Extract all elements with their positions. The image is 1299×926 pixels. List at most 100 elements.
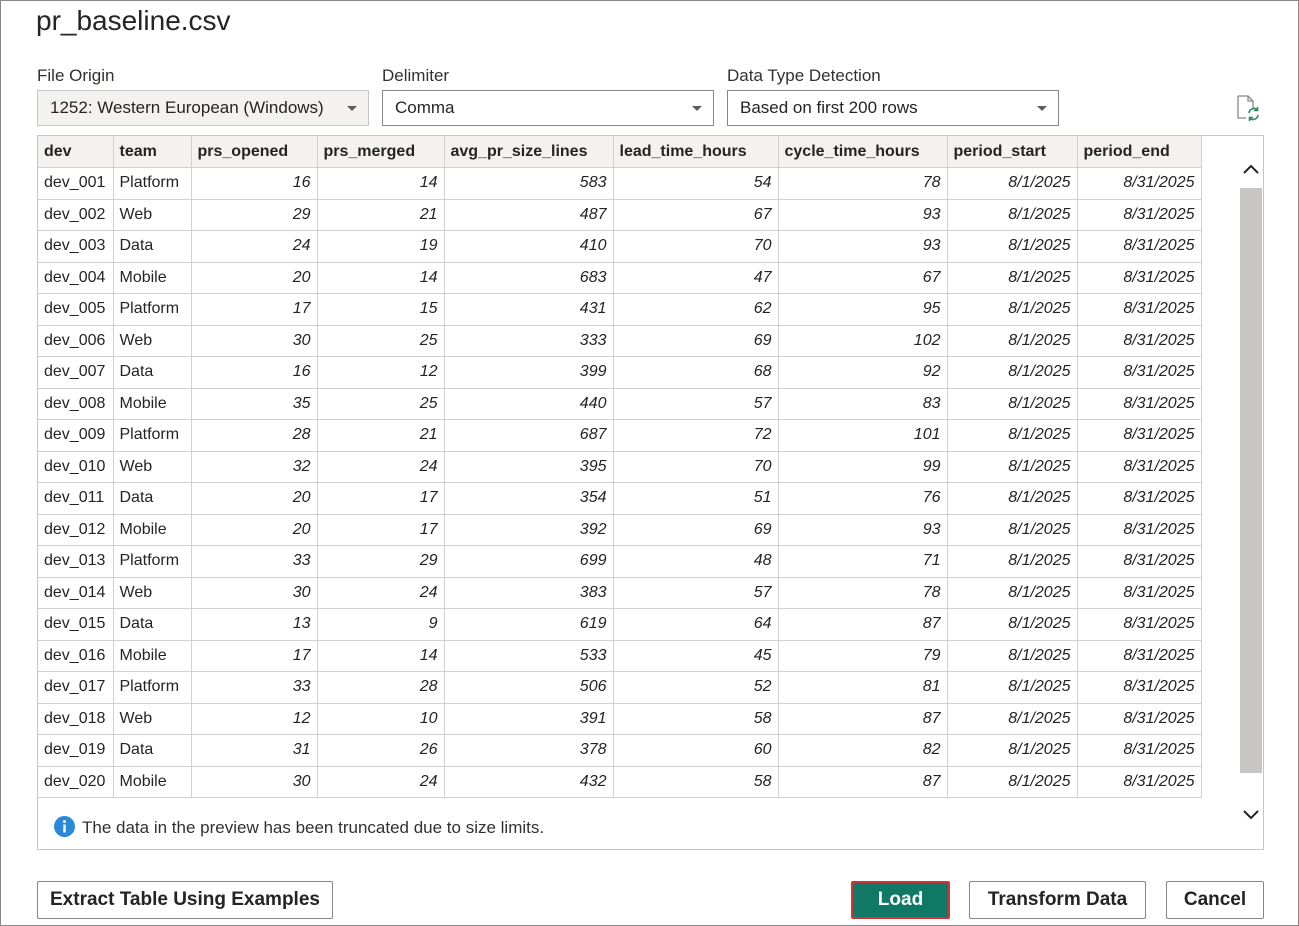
column-header[interactable]: lead_time_hours xyxy=(612,136,779,168)
table-cell: 8/1/2025 xyxy=(946,450,1078,483)
table-cell: Web xyxy=(112,198,192,231)
table-cell: 8/31/2025 xyxy=(1076,734,1202,767)
table-row: dev_003 Data 24 19 410 70 93 8/1/2025 8/31/2025 xyxy=(38,230,1202,263)
data-type-detection-dropdown[interactable]: Based on first 200 rows xyxy=(727,90,1059,126)
table-cell: 93 xyxy=(777,230,948,263)
table-cell: Mobile xyxy=(112,513,192,546)
table-cell: 54 xyxy=(612,167,779,200)
chevron-down-icon[interactable] xyxy=(1243,808,1259,822)
column-header[interactable]: cycle_time_hours xyxy=(777,136,948,168)
chevron-up-icon[interactable] xyxy=(1243,162,1259,176)
table-cell: 17 xyxy=(316,482,445,515)
table-cell: 67 xyxy=(612,198,779,231)
table-cell: 8/1/2025 xyxy=(946,261,1078,294)
cancel-button[interactable]: Cancel xyxy=(1166,881,1264,919)
table-cell: 102 xyxy=(777,324,948,357)
table-cell: Data xyxy=(112,356,192,389)
table-cell: 12 xyxy=(316,356,445,389)
table-cell: 24 xyxy=(316,765,445,798)
table-cell: 69 xyxy=(612,324,779,357)
table-cell: 533 xyxy=(443,639,614,672)
chevron-down-icon xyxy=(1037,106,1047,111)
table-cell: dev_006 xyxy=(38,324,114,357)
table-cell: 28 xyxy=(316,671,445,704)
table-cell: 8/31/2025 xyxy=(1076,450,1202,483)
column-header[interactable]: avg_pr_size_lines xyxy=(443,136,614,168)
table-cell: 392 xyxy=(443,513,614,546)
table-cell: dev_019 xyxy=(38,734,114,767)
column-header[interactable]: prs_merged xyxy=(316,136,445,168)
table-cell: Web xyxy=(112,450,192,483)
table-cell: 87 xyxy=(777,608,948,641)
table-cell: 8/31/2025 xyxy=(1076,293,1202,326)
table-header-row: dev team prs_opened prs_merged avg_pr_si… xyxy=(38,136,1202,168)
extract-table-button[interactable]: Extract Table Using Examples xyxy=(37,881,333,919)
table-row: dev_014 Web 30 24 383 57 78 8/1/2025 8/31/2025 xyxy=(38,576,1202,609)
truncation-text: The data in the preview has been truncat… xyxy=(82,818,545,837)
column-header[interactable]: dev xyxy=(38,136,114,168)
table-cell: Mobile xyxy=(112,639,192,672)
table-cell: 60 xyxy=(612,734,779,767)
transform-data-button[interactable]: Transform Data xyxy=(969,881,1146,919)
table-cell: 14 xyxy=(316,639,445,672)
delimiter-dropdown[interactable]: Comma xyxy=(382,90,714,126)
table-row: dev_001 Platform 16 14 583 54 78 8/1/2025 8/31/2… xyxy=(38,167,1202,200)
table-cell: 87 xyxy=(777,765,948,798)
table-cell: 33 xyxy=(190,545,318,578)
table-cell: Platform xyxy=(112,545,192,578)
table-cell: Platform xyxy=(112,167,192,200)
scrollbar-thumb[interactable] xyxy=(1240,188,1262,773)
table-cell: 12 xyxy=(190,702,318,735)
delimiter-value: Comma xyxy=(395,98,455,117)
table-cell: 76 xyxy=(777,482,948,515)
table-cell: 48 xyxy=(612,545,779,578)
table-cell: 333 xyxy=(443,324,614,357)
column-header[interactable]: team xyxy=(112,136,192,168)
table-cell: dev_011 xyxy=(38,482,114,515)
table-cell: 62 xyxy=(612,293,779,326)
table-cell: 8/1/2025 xyxy=(946,702,1078,735)
table-cell: 8/1/2025 xyxy=(946,293,1078,326)
preview-table: dev team prs_opened prs_merged avg_pr_si… xyxy=(38,136,1202,798)
table-cell: 8/1/2025 xyxy=(946,671,1078,704)
table-cell: dev_007 xyxy=(38,356,114,389)
column-header[interactable]: period_end xyxy=(1076,136,1202,168)
file-origin-dropdown[interactable]: 1252: Western European (Windows) xyxy=(37,90,369,126)
table-cell: 683 xyxy=(443,261,614,294)
table-cell: dev_016 xyxy=(38,639,114,672)
table-cell: 87 xyxy=(777,702,948,735)
table-cell: 8/1/2025 xyxy=(946,356,1078,389)
table-cell: 71 xyxy=(777,545,948,578)
load-button[interactable]: Load xyxy=(851,881,950,919)
data-type-detection-value: Based on first 200 rows xyxy=(740,98,918,117)
table-cell: 57 xyxy=(612,576,779,609)
table-cell: 68 xyxy=(612,356,779,389)
table-cell: 101 xyxy=(777,419,948,452)
table-cell: 67 xyxy=(777,261,948,294)
table-cell: dev_018 xyxy=(38,702,114,735)
table-cell: 35 xyxy=(190,387,318,420)
column-header[interactable]: period_start xyxy=(946,136,1078,168)
table-row: dev_002 Web 29 21 487 67 93 8/1/2025 8/31/2025 xyxy=(38,198,1202,231)
table-cell: 8/31/2025 xyxy=(1076,482,1202,515)
table-cell: 70 xyxy=(612,230,779,263)
vertical-scrollbar[interactable] xyxy=(1238,136,1263,849)
table-cell: 8/31/2025 xyxy=(1076,513,1202,546)
chevron-down-icon xyxy=(347,106,357,111)
table-cell: Data xyxy=(112,734,192,767)
table-cell: 93 xyxy=(777,198,948,231)
table-cell: 33 xyxy=(190,671,318,704)
table-cell: 13 xyxy=(190,608,318,641)
table-cell: dev_004 xyxy=(38,261,114,294)
column-header[interactable]: prs_opened xyxy=(190,136,318,168)
table-row: dev_005 Platform 17 15 431 62 95 8/1/2025 8/31/2… xyxy=(38,293,1202,326)
delimiter-label: Delimiter xyxy=(382,66,450,85)
table-cell: Mobile xyxy=(112,261,192,294)
refresh-file-icon[interactable] xyxy=(1236,95,1260,121)
table-row: dev_008 Mobile 35 25 440 57 83 8/1/2025 8/31/202… xyxy=(38,387,1202,420)
table-cell: 83 xyxy=(777,387,948,420)
table-cell: 8/31/2025 xyxy=(1076,671,1202,704)
table-cell: 8/31/2025 xyxy=(1076,387,1202,420)
table-cell: 52 xyxy=(612,671,779,704)
table-cell: Web xyxy=(112,702,192,735)
